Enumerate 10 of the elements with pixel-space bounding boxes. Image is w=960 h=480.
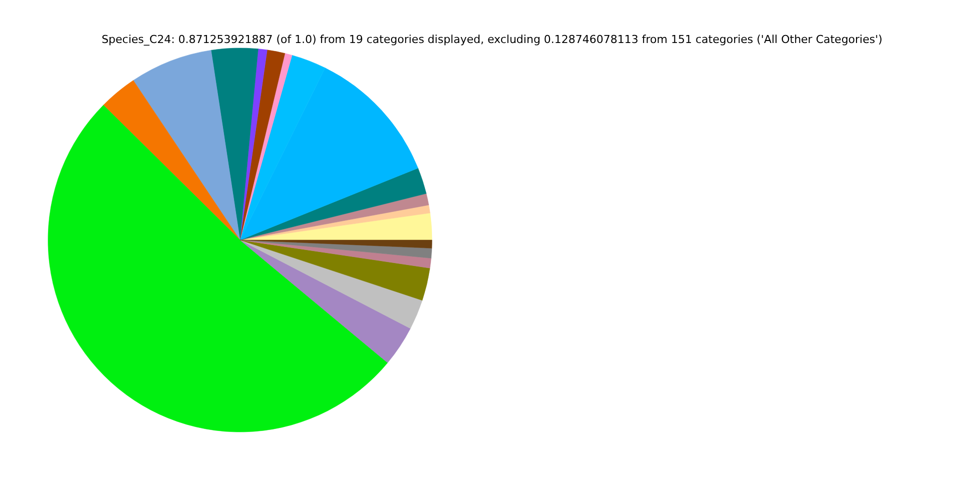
pie-slice (240, 240, 432, 248)
pie-slice (240, 240, 430, 301)
pie-slice (48, 104, 388, 432)
text: Species_C24: 0.871253921887 (of 1.0) from 19 categories displayed, excluding 0.128746078113 from 151 categories ('All Other Categories') (102, 33, 882, 46)
pie-slice (210, 48, 258, 240)
pie-slice (133, 50, 240, 240)
pie-slice (240, 168, 426, 240)
pie-slice (240, 240, 411, 363)
pie-slice (103, 80, 240, 240)
pie-slice (240, 240, 422, 329)
